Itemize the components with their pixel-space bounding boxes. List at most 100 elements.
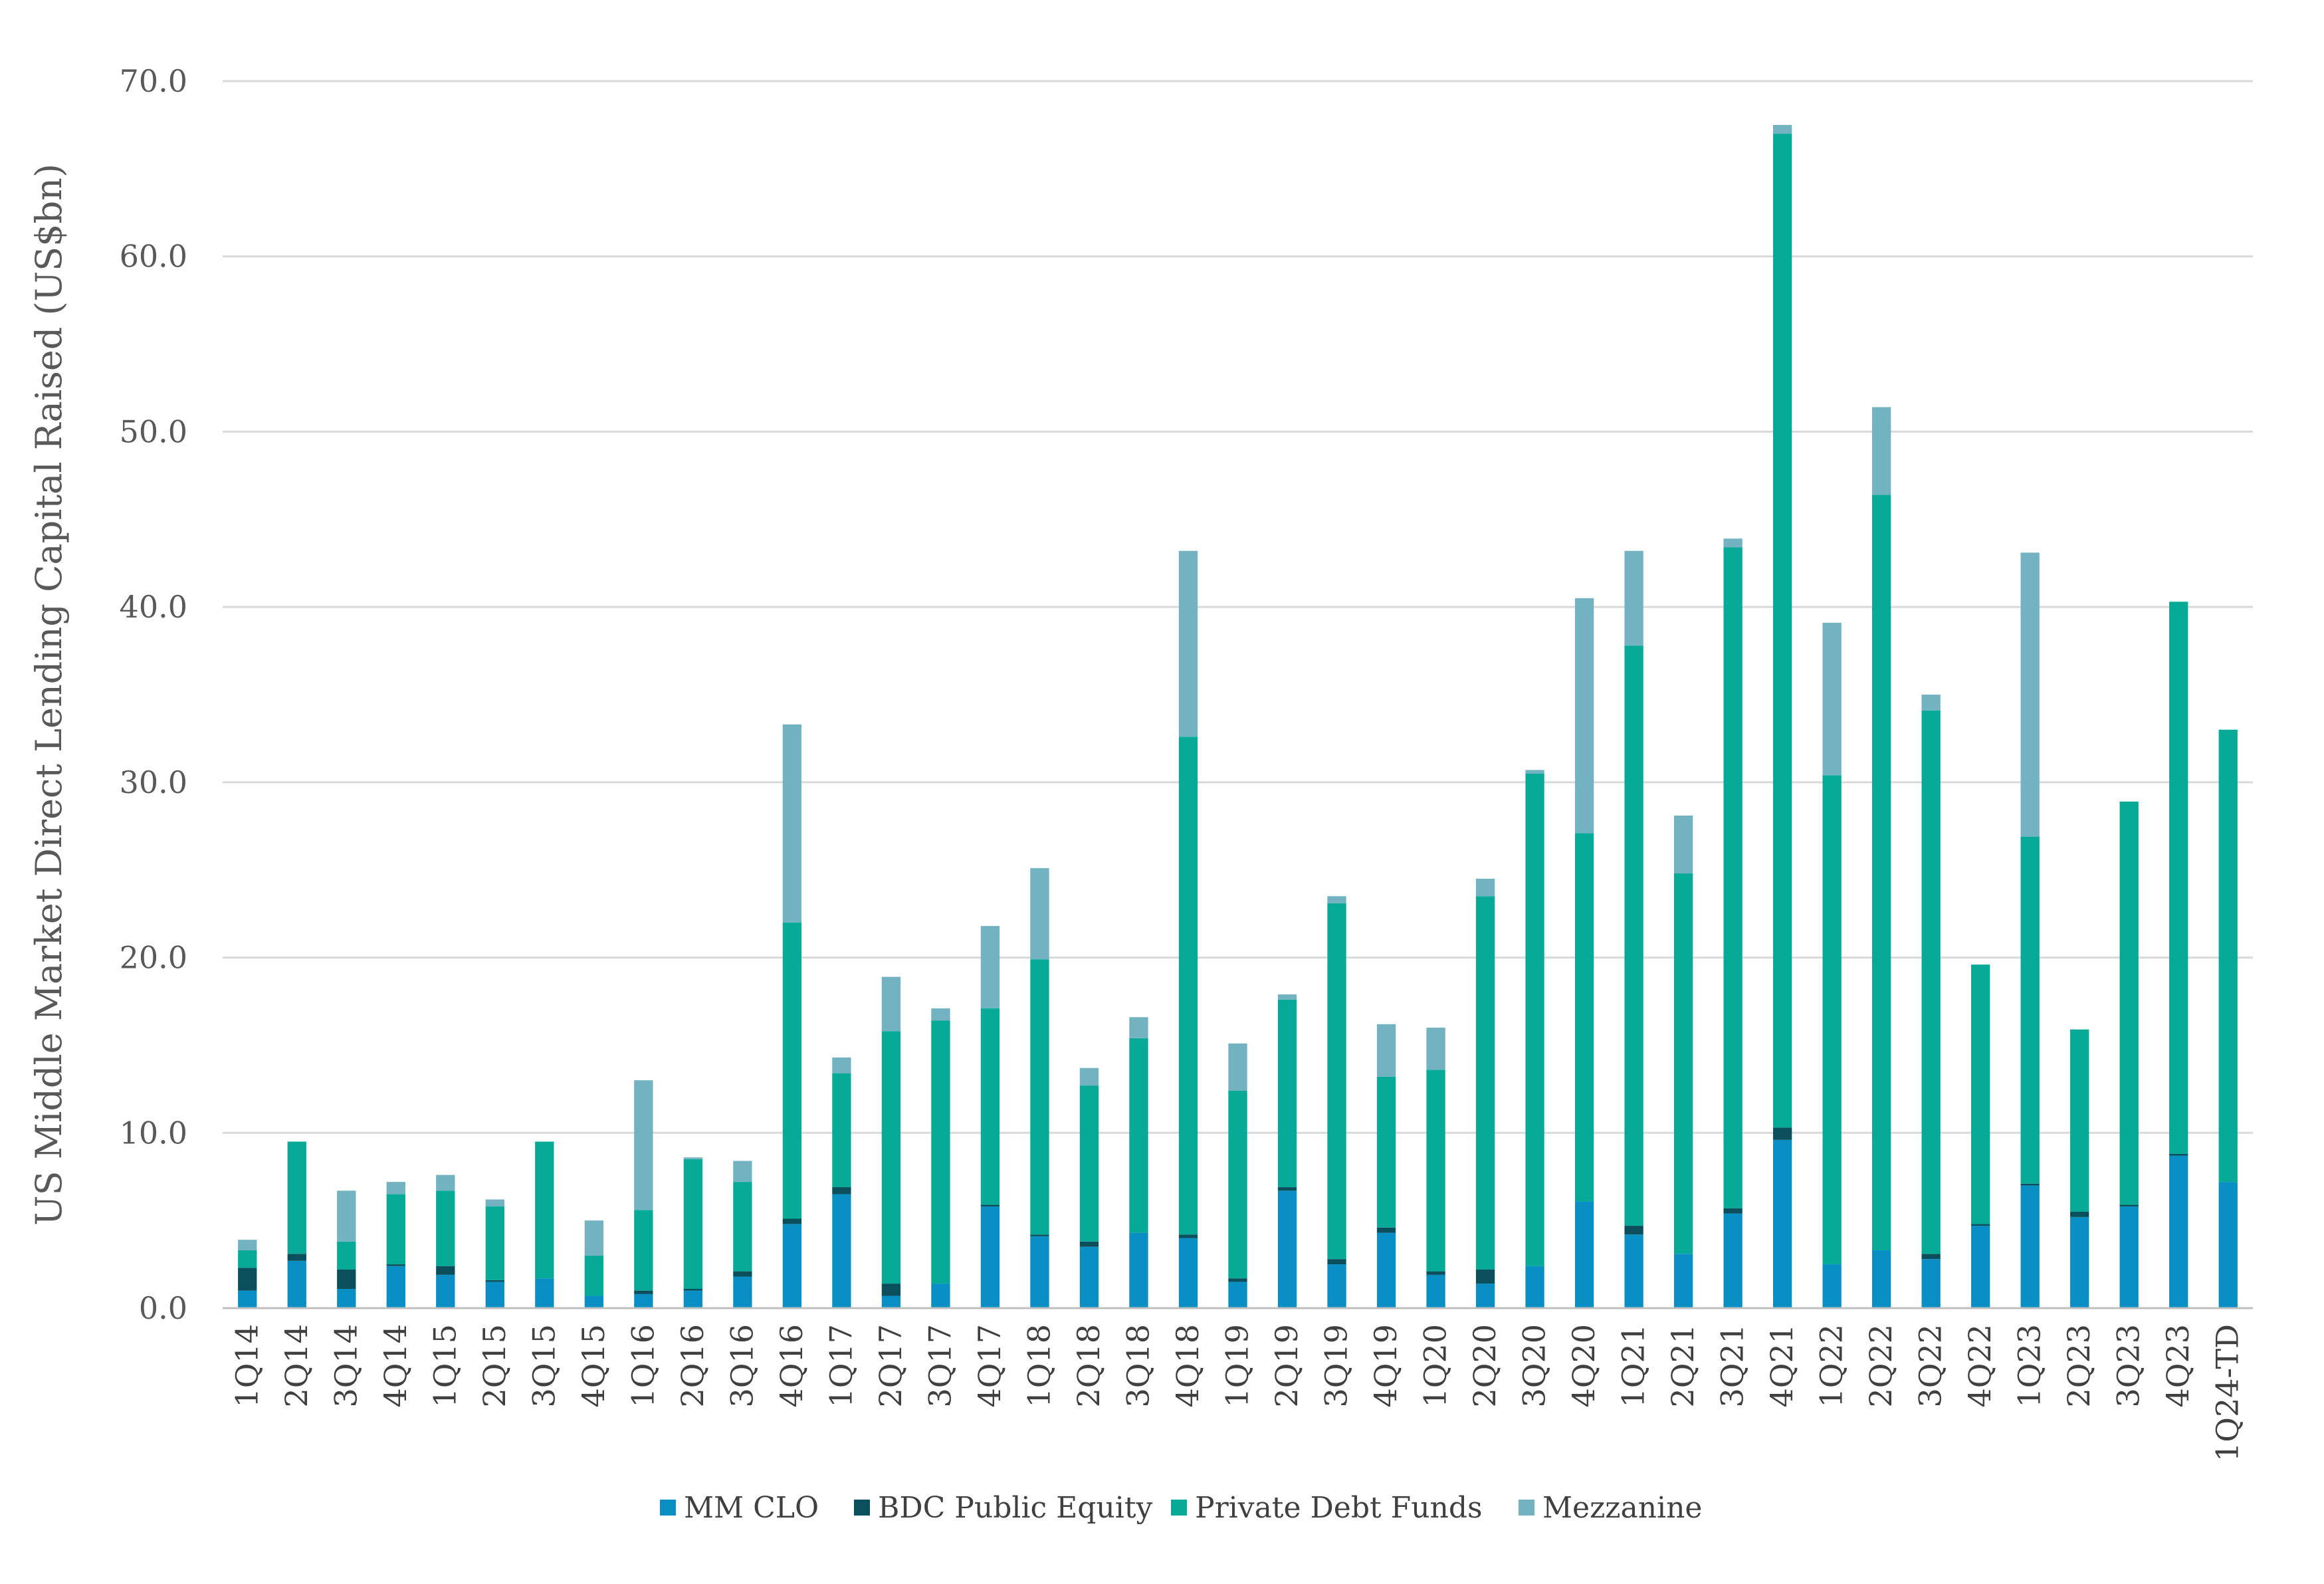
x-tick-label: 4Q17	[972, 1324, 1007, 1408]
legend-swatch	[854, 1500, 870, 1516]
x-tick-label: 4Q22	[1962, 1324, 1998, 1408]
x-tick-label: 1Q24-TD	[2210, 1324, 2246, 1462]
bar-segment	[238, 1250, 257, 1268]
bar-segment	[1723, 538, 1743, 548]
bar-segment	[1624, 1226, 1643, 1235]
bar-segment	[1624, 645, 1643, 1226]
bar-segment	[1178, 736, 1198, 1235]
bar-segment	[238, 1290, 257, 1308]
bar-segment	[1921, 1259, 1941, 1308]
bar-segment	[1426, 1271, 1445, 1275]
bar-segment	[238, 1268, 257, 1291]
bar-segment	[1030, 868, 1049, 960]
bar-segment	[1525, 770, 1544, 774]
bar-segment	[1079, 1068, 1099, 1086]
bar-segment	[2169, 1155, 2188, 1308]
bar-segment	[634, 1210, 653, 1291]
bar-segment	[1822, 622, 1842, 776]
x-tick-label: 4Q21	[1764, 1324, 1800, 1408]
bar-segment	[2020, 836, 2040, 1184]
bar-segment	[782, 1224, 802, 1308]
x-tick-label: 2Q16	[675, 1324, 710, 1408]
x-tick-label: 3Q21	[1715, 1324, 1750, 1408]
bar-segment	[832, 1194, 851, 1308]
bar-segment	[1673, 815, 1693, 873]
bar-segment	[2218, 729, 2238, 1183]
bar-segment	[782, 724, 802, 923]
bar-segment	[683, 1288, 703, 1291]
bar-segment	[2169, 1153, 2188, 1156]
bar-segment	[1178, 550, 1198, 737]
bar-segment	[1327, 1259, 1346, 1265]
bar-segment	[1723, 1213, 1743, 1308]
legend-swatch	[1519, 1500, 1534, 1516]
bar-segment	[1723, 1208, 1743, 1214]
legend-label: BDC Public Equity	[878, 1491, 1153, 1525]
bar-segment	[436, 1190, 455, 1266]
bar-segment	[386, 1266, 405, 1308]
bar-segment	[1921, 710, 1941, 1254]
bar-segment	[2119, 801, 2139, 1205]
bar-segment	[1772, 134, 1792, 1128]
bar-segment	[1772, 1127, 1792, 1140]
bar-segment	[1228, 1278, 1247, 1282]
x-tick-label: 2Q20	[1467, 1324, 1503, 1408]
bar-segment	[287, 1260, 306, 1308]
bar-segment	[1030, 1236, 1049, 1308]
y-tick-label: 20.0	[120, 940, 187, 976]
bar-segment	[1822, 775, 1842, 1265]
bar-segment	[1079, 1241, 1099, 1247]
x-axis-ticks: 1Q14 2Q14 3Q14 4Q14 1Q15 2Q15 3Q15 4Q15 1Q16 2Q16…	[229, 1324, 2245, 1462]
x-tick-label: 3Q22	[1913, 1324, 1949, 1408]
bar-segment	[931, 1284, 950, 1308]
y-tick-label: 50.0	[120, 413, 187, 449]
bar-segment	[634, 1080, 653, 1210]
bar-segment	[584, 1220, 603, 1256]
bar-segment	[1673, 1254, 1693, 1308]
x-tick-label: 1Q18	[1021, 1324, 1057, 1408]
x-tick-label: 1Q15	[427, 1324, 463, 1408]
bar-segment	[634, 1290, 653, 1294]
y-tick-label: 10.0	[120, 1115, 187, 1151]
bar-segment	[1475, 1284, 1495, 1308]
x-tick-label: 1Q22	[1814, 1324, 1849, 1408]
x-tick-label: 4Q15	[576, 1324, 611, 1408]
bar-segment	[2070, 1216, 2089, 1308]
bar-segment	[287, 1254, 306, 1261]
bar-segment	[287, 1141, 306, 1254]
bar-segment	[1574, 833, 1594, 1202]
x-tick-label: 1Q21	[1616, 1324, 1651, 1408]
x-tick-label: 3Q23	[2111, 1324, 2147, 1408]
bar-segment	[1129, 1038, 1148, 1233]
x-tick-label: 2Q23	[2061, 1324, 2097, 1408]
x-tick-label: 3Q19	[1319, 1324, 1354, 1408]
bar-segment	[832, 1073, 851, 1188]
bar-segment	[436, 1175, 455, 1191]
bar-segment	[1178, 1234, 1198, 1238]
bar-segment	[1277, 994, 1297, 1000]
y-axis-title: US Middle Market Direct Lending Capital …	[28, 164, 70, 1226]
x-tick-label: 2Q19	[1269, 1324, 1305, 1408]
bar-segment	[1971, 964, 1990, 1224]
x-tick-label: 2Q15	[476, 1324, 512, 1408]
bar-segment	[881, 1296, 901, 1308]
bar-segment	[1772, 1139, 1792, 1308]
bar-segment	[337, 1190, 356, 1242]
bar-segment	[1030, 1234, 1049, 1236]
bar-segment	[782, 922, 802, 1219]
x-tick-label: 4Q19	[1368, 1324, 1404, 1408]
bar-segment	[1327, 896, 1346, 903]
legend-swatch	[1171, 1500, 1187, 1516]
x-tick-label: 2Q18	[1071, 1324, 1107, 1408]
legend-swatch	[660, 1500, 676, 1516]
legend-label: MM CLO	[684, 1491, 819, 1525]
bar-segment	[535, 1141, 554, 1279]
bar-segment	[832, 1187, 851, 1194]
bar-segment	[1426, 1274, 1445, 1308]
bar-segment	[1376, 1232, 1396, 1308]
bar-segment	[1574, 1201, 1594, 1308]
bar-segment	[337, 1269, 356, 1289]
bar-segment	[2070, 1029, 2089, 1212]
bar-segment	[1624, 550, 1643, 646]
